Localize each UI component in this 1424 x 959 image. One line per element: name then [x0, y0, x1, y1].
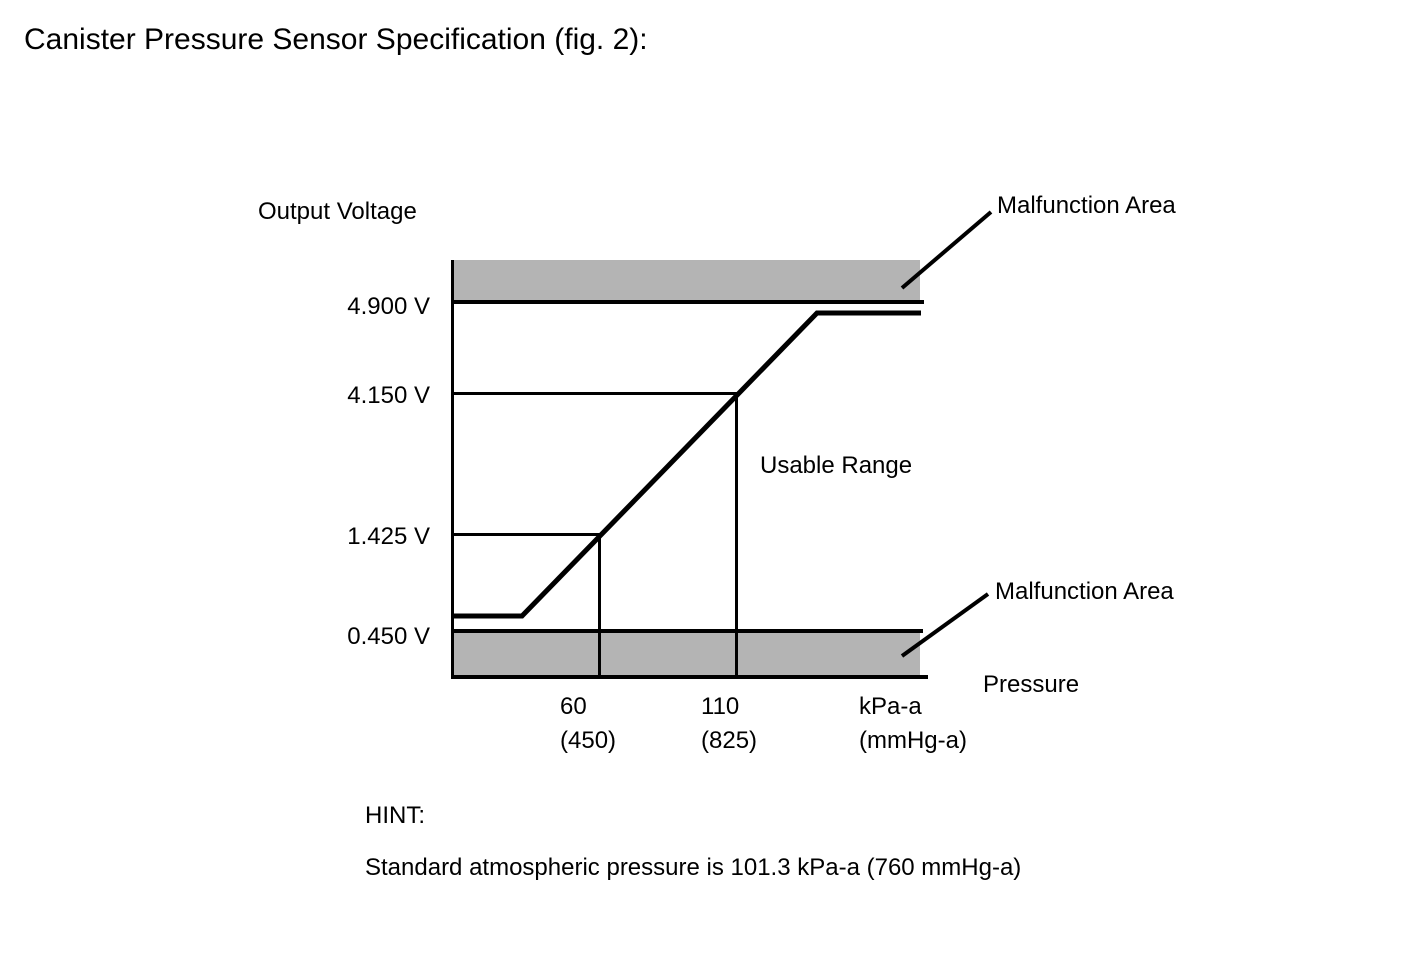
y-tick-4150: 4.150 V: [347, 382, 430, 409]
x-tick-110: 110 (825): [701, 690, 757, 758]
figure-title: Canister Pressure Sensor Specification (…: [24, 23, 648, 56]
x-axis-unit-mmhg: (mmHg-a): [859, 727, 967, 754]
usable-range-label: Usable Range: [760, 452, 913, 479]
pressure-voltage-chart: Output Voltage 4.900 V 4.150 V 1.425 V 0…: [258, 192, 1176, 758]
ref-line-1425: [452, 533, 601, 536]
ref-line-4150: [452, 392, 738, 395]
malfunction-area-label-top: Malfunction Area: [997, 192, 1176, 219]
ref-line-0450: [452, 629, 923, 633]
malfunction-band-bottom: [453, 633, 920, 676]
x-axis-label: Pressure: [983, 671, 1080, 698]
x-tick-110-kpa: 110: [701, 693, 740, 720]
y-tick-0450: 0.450 V: [347, 623, 430, 650]
hint-heading: HINT:: [365, 802, 425, 829]
y-axis-label: Output Voltage: [258, 198, 417, 225]
x-axis-units: kPa-a (mmHg-a): [859, 690, 967, 758]
x-axis-line: [451, 675, 928, 679]
x-tick-60-mmhg: (450): [560, 727, 617, 754]
x-axis-unit-kpa: kPa-a: [859, 693, 922, 720]
y-axis-line: [451, 260, 454, 679]
y-tick-4900: 4.900 V: [347, 293, 430, 320]
malfunction-area-label-bottom: Malfunction Area: [995, 578, 1174, 605]
ref-line-4900: [452, 300, 924, 304]
hint-text: Standard atmospheric pressure is 101.3 k…: [365, 854, 1022, 881]
drop-line-110kpa: [735, 393, 738, 676]
x-tick-110-mmhg: (825): [701, 727, 758, 754]
x-tick-60: 60 (450): [560, 690, 616, 758]
y-tick-1425: 1.425 V: [347, 523, 430, 550]
malfunction-band-top: [453, 260, 920, 302]
x-tick-60-kpa: 60: [560, 693, 587, 720]
drop-line-60kpa: [598, 534, 601, 676]
